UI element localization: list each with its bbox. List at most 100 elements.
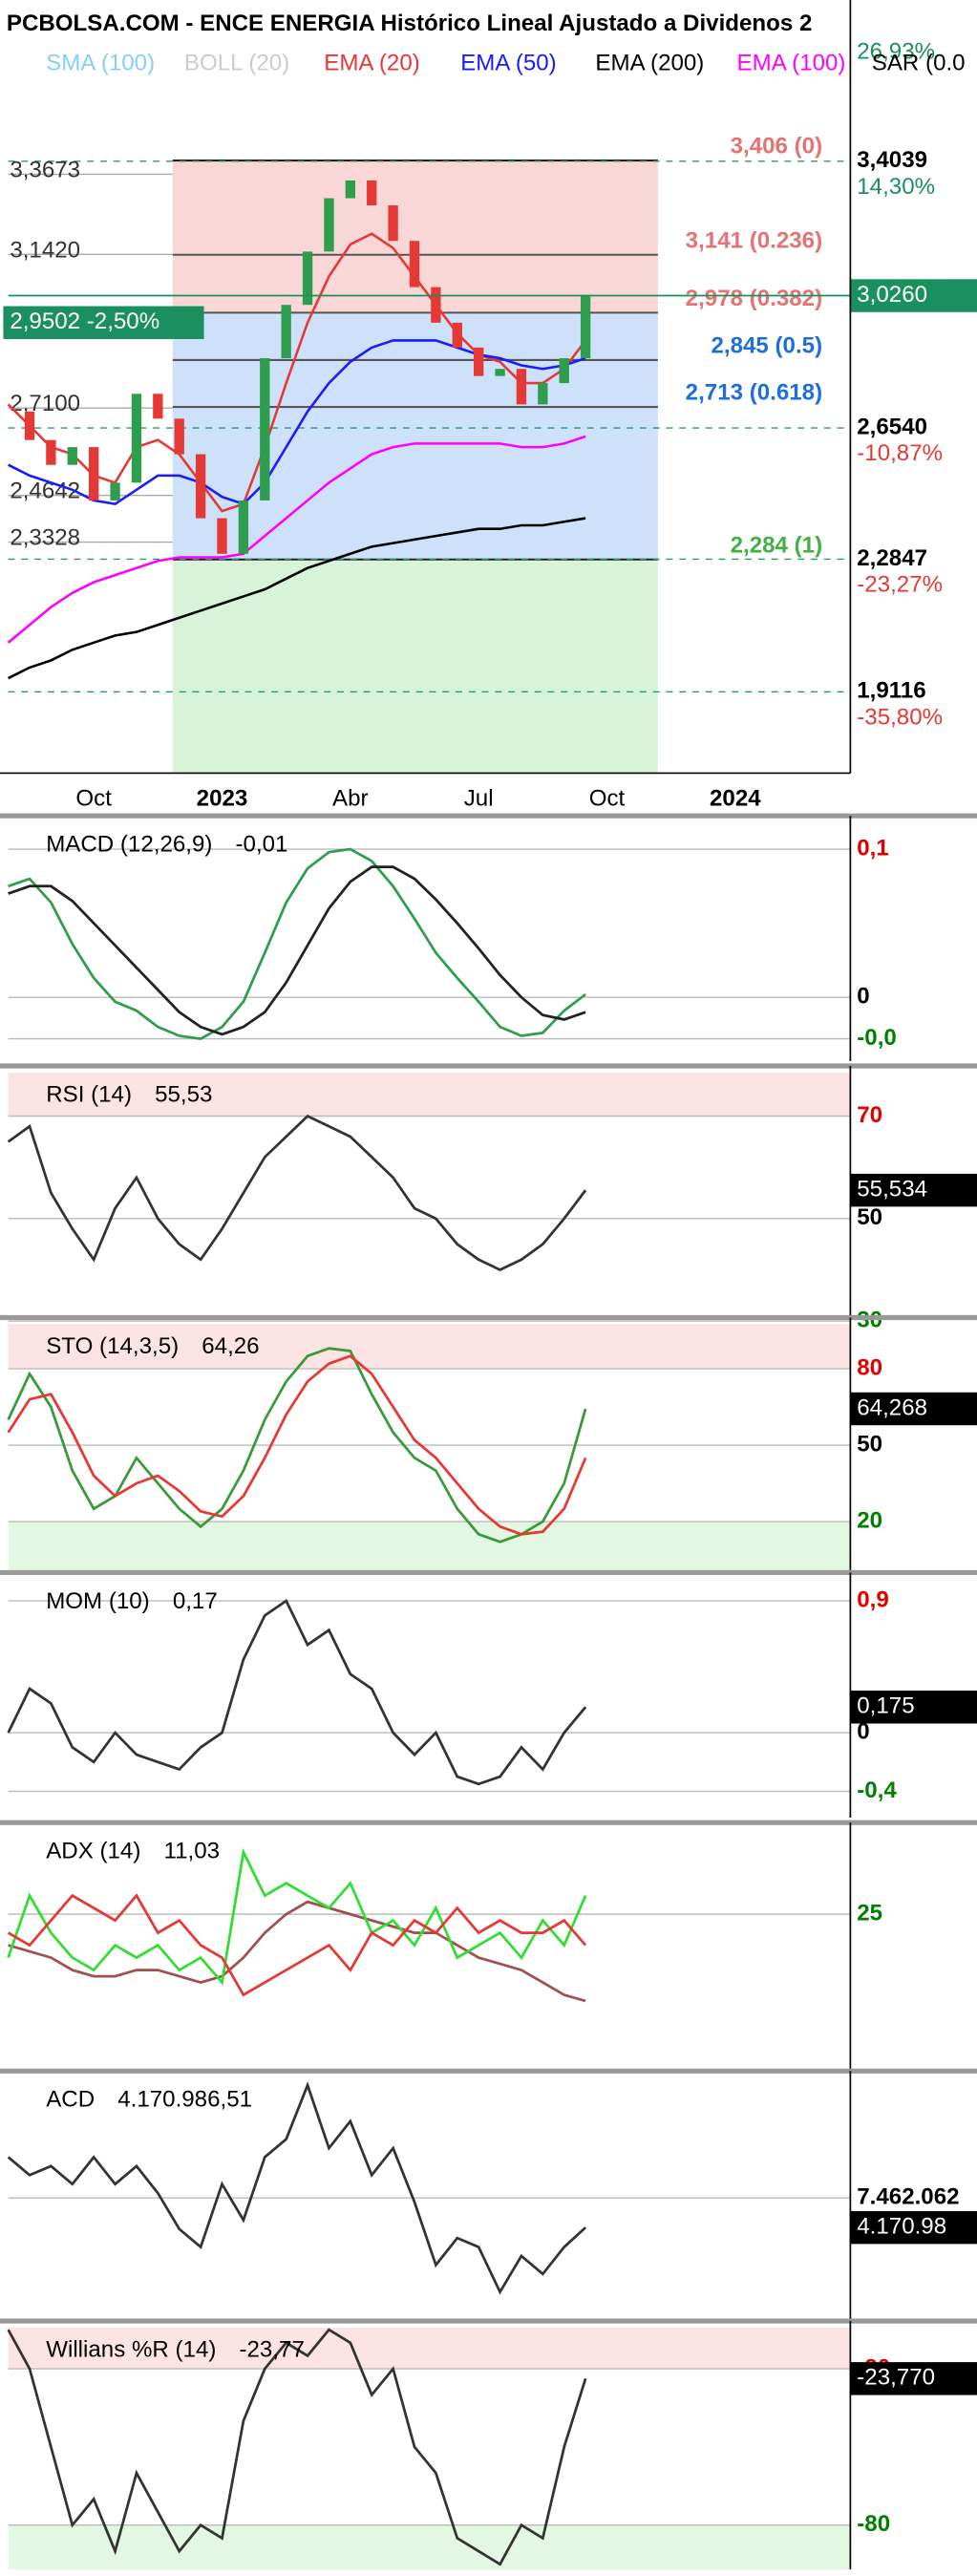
top-change: 26,93% (857, 38, 935, 64)
value-box-label: 55,534 (857, 1177, 927, 1203)
candle (217, 518, 227, 554)
y-tick-label: 1,9116 (857, 678, 925, 704)
panel-title: Willians %R (14) (46, 2336, 216, 2362)
value-box-label: 64,268 (857, 1394, 927, 1420)
chart-title: PCBOLSA.COM - ENCE ENERGIA Histórico Lin… (7, 11, 812, 36)
panel-title: MOM (10) (46, 1588, 150, 1614)
y-tick-label: 25 (857, 1900, 882, 1926)
candle (89, 447, 99, 500)
panel-current: -0,01 (236, 832, 288, 858)
y-tick-label: 80 (857, 1354, 882, 1380)
y-tick-label: 50 (857, 1431, 882, 1457)
x-tick-label: Oct (75, 785, 112, 811)
ma-line (7, 232, 587, 513)
candle (474, 347, 484, 376)
panel-title: RSI (14) (46, 1081, 132, 1107)
value-box (850, 1691, 977, 1724)
x-tick-label: Jul (464, 785, 494, 811)
indicator-line (7, 2081, 587, 2295)
y-tick-label: 70 (857, 1102, 882, 1128)
left-label: 3,1420 (10, 237, 80, 263)
indicator-line (7, 2328, 587, 2566)
left-box (3, 306, 204, 339)
candle (281, 305, 291, 359)
legend-entry: SMA (100) (46, 51, 155, 76)
left-label: 2,3328 (10, 524, 80, 550)
value-box (850, 1173, 977, 1207)
indicator-line (8, 865, 586, 1036)
band (8, 1522, 851, 1571)
indicator-line (7, 1354, 587, 1536)
candle (238, 500, 249, 554)
value-box-label: 4.170.98 (857, 2214, 946, 2240)
candle (345, 180, 355, 199)
fib-label: 2,845 (0.5) (712, 333, 823, 359)
band (8, 1072, 851, 1117)
left-box-label: 2,9502 -2,50% (10, 309, 159, 334)
fib-label: 2,713 (0.618) (686, 380, 822, 406)
y-tick-label: -80 (857, 2511, 890, 2537)
x-tick-label: 2023 (197, 785, 248, 811)
legend-entry: SAR (0.0 (872, 51, 966, 76)
panel-title: ACD (46, 2087, 95, 2113)
value-box (850, 1392, 977, 1426)
candle (452, 322, 462, 348)
indicator-line (7, 1347, 587, 1543)
left-label: 2,4642 (10, 479, 80, 504)
legend-entry: EMA (20) (324, 51, 420, 76)
x-tick-label: 2024 (710, 785, 761, 811)
y-tick-label: 7.462.062 (857, 2184, 959, 2210)
y-tick-label: 0,1 (857, 835, 889, 861)
y-tick-change: -10,87% (857, 440, 943, 466)
panel-current: 64,26 (202, 1333, 259, 1359)
candle (409, 241, 420, 287)
y-tick-label: -0,0 (857, 1025, 897, 1051)
candle (580, 295, 591, 359)
candle (495, 369, 505, 376)
ma-line (8, 517, 586, 680)
candle (260, 358, 270, 500)
band (8, 1324, 851, 1370)
value-box-label: 0,175 (857, 1693, 914, 1719)
candle (195, 454, 206, 519)
fib-zone-blue (172, 312, 658, 560)
current-box (850, 279, 977, 312)
panel-current: 4.170.986,51 (117, 2087, 252, 2113)
fib-label: 3,141 (0.236) (686, 227, 822, 253)
panel-current: 0,17 (173, 1588, 218, 1614)
candle (559, 358, 569, 384)
value-box (850, 2210, 977, 2245)
indicator-line (8, 1900, 586, 2003)
candle (46, 439, 56, 465)
candle (302, 251, 313, 306)
candle (516, 369, 527, 405)
indicator-line (7, 1847, 587, 1986)
y-tick-label: 0,9 (857, 1586, 889, 1612)
indicator-line (7, 1893, 587, 1997)
legend-entry: EMA (200) (595, 51, 704, 76)
candle (538, 383, 548, 405)
candle (24, 411, 35, 440)
fib-zone-green (172, 559, 658, 774)
panel-title: ADX (14) (46, 1839, 140, 1864)
candle (131, 394, 142, 483)
y-tick-change: -23,27% (857, 571, 943, 597)
panel-current: -23,77 (240, 2336, 305, 2362)
legend-entry: EMA (50) (460, 51, 557, 76)
indicator-line (7, 1598, 587, 1786)
y-tick-change: 14,30% (857, 174, 935, 200)
candle (388, 204, 398, 242)
candle (153, 394, 163, 419)
panel-title: MACD (12,26,9) (46, 832, 212, 858)
fib-label: 2,284 (1) (731, 532, 823, 558)
candle (110, 482, 120, 500)
fib-label: 2,978 (0.382) (686, 286, 822, 311)
y-tick-change: -35,80% (857, 704, 943, 730)
candle (67, 447, 77, 465)
candle (174, 418, 184, 455)
y-tick-label: 2,6540 (857, 414, 927, 439)
band (8, 2327, 851, 2370)
left-label: 2,7100 (10, 391, 80, 416)
y-tick-label: 3,4039 (857, 147, 927, 173)
